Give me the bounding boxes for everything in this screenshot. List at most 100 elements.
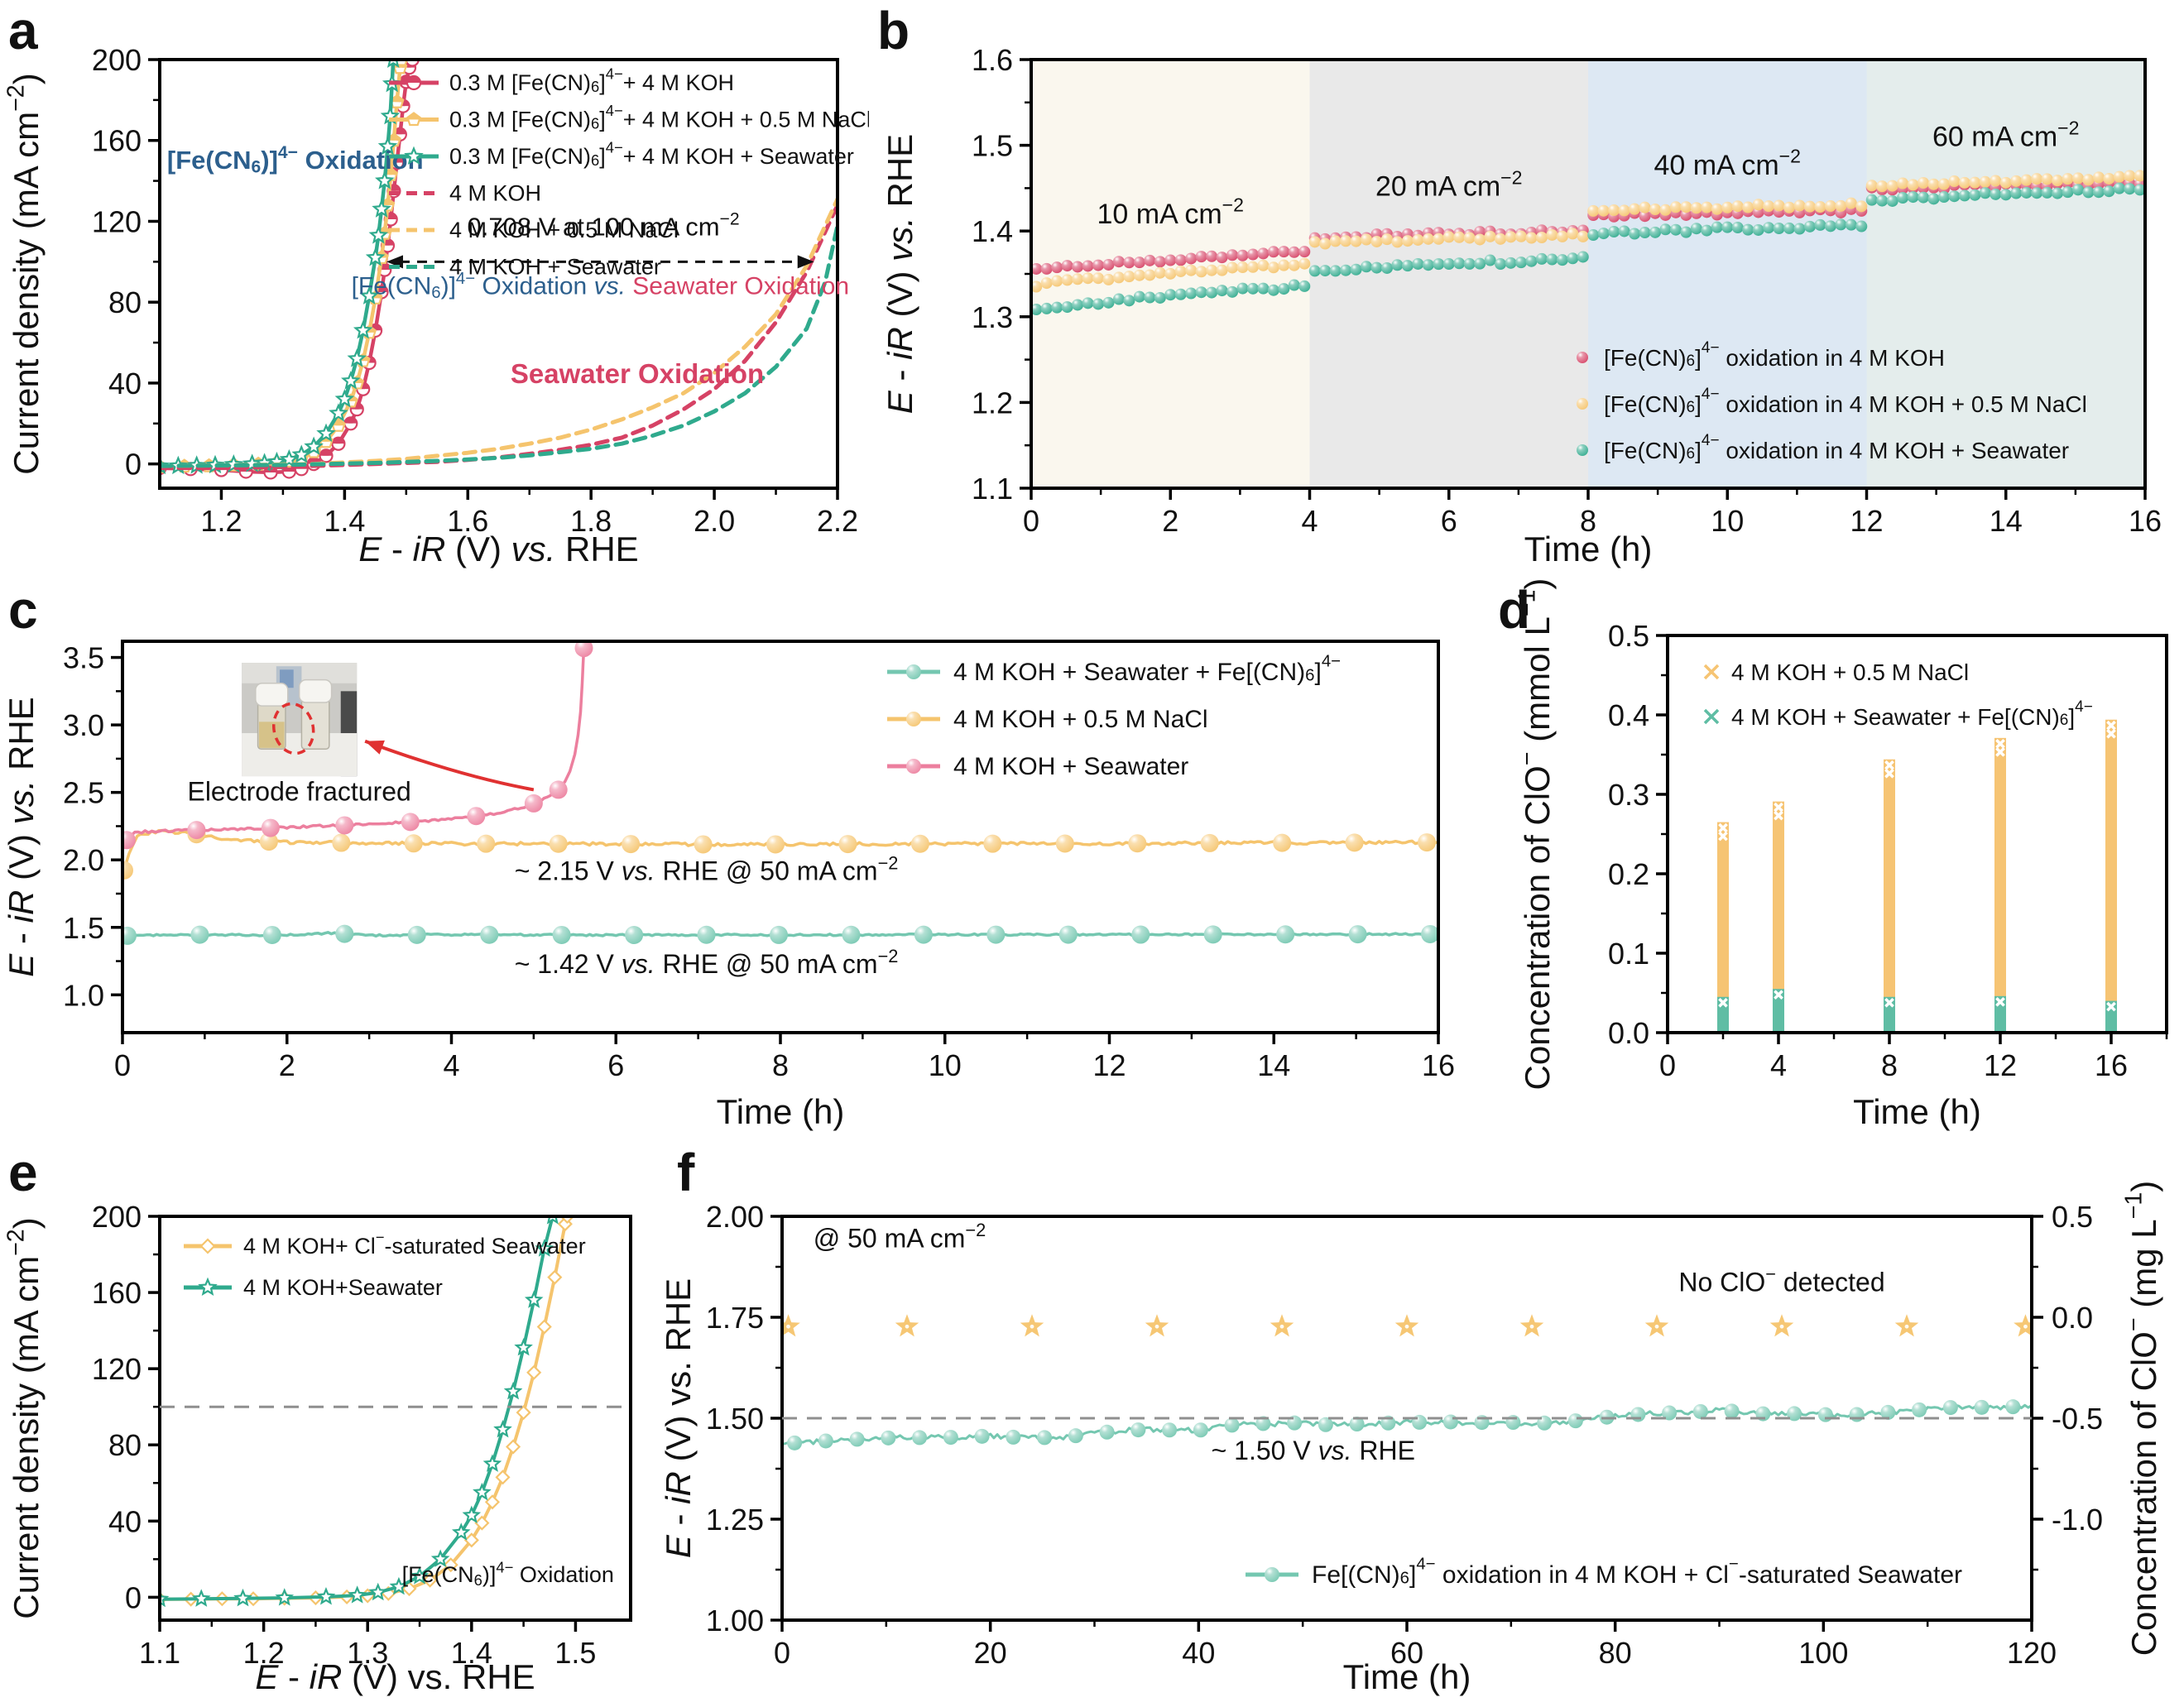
svg-text:120: 120	[92, 1352, 142, 1386]
panel-label-e: e	[8, 1143, 38, 1202]
svg-text:1.8: 1.8	[570, 504, 612, 538]
panel-label-f: f	[677, 1143, 695, 1202]
svg-text:0.5: 0.5	[2052, 1200, 2093, 1234]
legend: 4 M KOH+ Cl−-saturated Seawater 4 M KOH+S…	[184, 1228, 586, 1300]
svg-text:4 M KOH + Seawater + Fe[(CN)6]: 4 M KOH + Seawater + Fe[(CN)6]4−	[1731, 698, 2093, 730]
svg-text:10: 10	[1711, 504, 1744, 538]
svg-text:200: 200	[92, 43, 142, 77]
svg-text:[Fe(CN)6]4− oxidation in 4 M K: [Fe(CN)6]4− oxidation in 4 M KOH + Seawa…	[1604, 432, 2069, 463]
svg-text:[Fe(CN)6]4− oxidation in 4 M K: [Fe(CN)6]4− oxidation in 4 M KOH	[1604, 339, 1945, 371]
svg-text:Time (h): Time (h)	[1343, 1657, 1471, 1696]
panel-d-clo-concentration-bars: d 0 4 8 12 16 Time (h) 0.0 0.1 0.2 0.3 0.4 0.5 Conce…	[1490, 579, 2184, 1142]
series-st-koh-seawater-fecn	[122, 924, 1438, 945]
x-axis: 0 4 8 12 16 Time (h)	[1659, 1033, 2168, 1131]
svg-text:[Fe(CN6)]4− Oxidation: [Fe(CN6)]4− Oxidation	[167, 143, 424, 177]
y-axis: 0 40 80 120 160 200 Current density (mA cm−2)	[2, 43, 160, 481]
svg-text:4 M KOH + 0.5 M NaCl: 4 M KOH + 0.5 M NaCl	[953, 706, 1208, 733]
x-axis: 0 20 40 60 80 100 120 Time (h)	[774, 1620, 2057, 1696]
svg-text:No ClO− detected: No ClO− detected	[1678, 1263, 1884, 1297]
svg-text:8: 8	[772, 1048, 789, 1082]
svg-text:0.1: 0.1	[1608, 937, 1649, 971]
svg-text:0.5: 0.5	[1608, 619, 1649, 653]
svg-text:40 mA cm−2: 40 mA cm−2	[1654, 146, 1801, 181]
svg-text:1.0: 1.0	[63, 978, 104, 1012]
annotations: @ 50 mA cm−2 No ClO− detected ~ 1.50 V vs.…	[782, 1220, 2032, 1465]
svg-text:[Fe(CN6)]4− Oxidation vs. Seaw: [Fe(CN6)]4− Oxidation vs. Seawater Oxida…	[352, 270, 850, 302]
y-axis: 1.0 1.5 2.0 2.5 3.0 3.5 E - iR (V) vs. RHE	[2, 640, 122, 1012]
svg-text:1.5: 1.5	[972, 128, 1013, 162]
svg-text:1.3: 1.3	[347, 1636, 388, 1670]
svg-text:Fe[(CN)6]4− oxidation in 4 M K: Fe[(CN)6]4− oxidation in 4 M KOH + Cl−-s…	[1312, 1555, 1962, 1588]
annotations: Electrode fractured ~ 2.15 V vs. RHE @ 50…	[187, 663, 898, 979]
svg-text:0: 0	[125, 1580, 142, 1614]
svg-text:2.0: 2.0	[63, 843, 104, 877]
svg-text:0.2: 0.2	[1608, 857, 1649, 891]
svg-text:12: 12	[1850, 504, 1883, 538]
series-cp-koh-nacl	[1031, 170, 2145, 293]
svg-text:1.75: 1.75	[706, 1301, 764, 1335]
svg-text:2.0: 2.0	[694, 504, 735, 538]
panel-e-lsv-cl-saturated: e 1.1 1.2 1.3 1.4 1.5 E - iR (V) vs. RHE 0 40 80…	[0, 1142, 662, 1707]
svg-text:60 mA cm−2: 60 mA cm−2	[1932, 117, 2080, 152]
svg-text:E - iR (V) vs. RHE: E - iR (V) vs. RHE	[881, 134, 919, 414]
svg-text:1.2: 1.2	[200, 504, 242, 538]
legend: [Fe(CN)6]4− oxidation in 4 M KOH [Fe(CN)6…	[1577, 339, 2087, 463]
panel-label-b: b	[877, 1, 910, 60]
series-lsv-koh	[160, 203, 838, 471]
panel-label-c: c	[8, 580, 38, 640]
svg-text:Time (h): Time (h)	[717, 1092, 845, 1131]
series-lsv-fecn-koh-nacl	[160, 58, 409, 473]
svg-text:0.3 M [Fe(CN)6]4−+ 4 M KOH + 0: 0.3 M [Fe(CN)6]4−+ 4 M KOH + 0.5 M NaCl	[449, 102, 869, 132]
y-axis: 1.00 1.25 1.50 1.75 2.00 E - iR (V) vs. RHE	[662, 1200, 782, 1637]
svg-text:2.00: 2.00	[706, 1200, 764, 1234]
svg-text:12: 12	[1984, 1048, 2017, 1082]
svg-text:12: 12	[1092, 1048, 1126, 1082]
svg-text:120: 120	[2007, 1636, 2057, 1670]
x-axis: 1.1 1.2 1.3 1.4 1.5 E - iR (V) vs. RHE	[139, 1620, 596, 1696]
svg-text:4: 4	[1770, 1048, 1787, 1082]
svg-text:2.5: 2.5	[63, 775, 104, 809]
y-axis: 0.0 0.1 0.2 0.3 0.4 0.5 Concentration of ClO− …	[1514, 579, 1668, 1090]
x-axis: 1.2 1.4 1.6 1.8 2.0 2.2 E - iR (V) vs. RHE	[200, 488, 858, 568]
chart-b: 0 2 4 6 8 10 12 14 16 Time (h) 1.1 1.2 1.3 1.4 1.5 1.6 E…	[881, 43, 2162, 569]
svg-text:1.4: 1.4	[324, 504, 365, 538]
svg-text:4 M KOH + Seawater: 4 M KOH + Seawater	[449, 255, 661, 280]
series-lsv-seawater	[160, 1215, 561, 1608]
svg-text:80: 80	[1599, 1636, 1632, 1670]
svg-text:2: 2	[1162, 504, 1178, 538]
svg-text:0.0: 0.0	[1608, 1016, 1649, 1050]
svg-text:-0.5: -0.5	[2052, 1402, 2103, 1436]
svg-text:200: 200	[92, 1200, 142, 1234]
chart-a: 1.2 1.4 1.6 1.8 2.0 2.2 E - iR (V) vs. RHE 0 40 8…	[2, 43, 869, 569]
svg-text:1.00: 1.00	[706, 1604, 764, 1637]
svg-text:1.5: 1.5	[554, 1636, 596, 1670]
svg-text:1.1: 1.1	[972, 472, 1013, 506]
series-lsv-koh-seawater	[160, 223, 838, 468]
svg-text:6: 6	[1441, 504, 1457, 538]
chart-c: 0 2 4 6 8 10 12 14 16 Time (h) 1.0 1.5 2.0 2.5 3.0 3.5 E…	[2, 640, 1455, 1131]
svg-text:8: 8	[1881, 1048, 1898, 1082]
plot-frame	[158, 1215, 632, 1622]
panel-f-long-term-stability: f 0 20 40 60 80 100 120 Time (h) 1.00 1.25 1.50 1.7…	[662, 1142, 2184, 1707]
svg-text:1.6: 1.6	[972, 43, 1013, 77]
svg-text:16: 16	[2129, 504, 2162, 538]
svg-text:160: 160	[92, 1276, 142, 1310]
svg-text:160: 160	[92, 123, 142, 157]
svg-text:0.3: 0.3	[1608, 778, 1649, 812]
series-st-koh-seawater	[122, 640, 593, 850]
svg-text:1.3: 1.3	[972, 300, 1013, 333]
series-cp-koh-seawater	[1031, 182, 2145, 316]
svg-text:@ 50 mA cm−2: @ 50 mA cm−2	[814, 1220, 986, 1253]
svg-text:Seawater Oxidation: Seawater Oxidation	[511, 358, 764, 389]
svg-text:[Fe(CN6)]4− Oxidation: [Fe(CN6)]4− Oxidation	[402, 1559, 614, 1589]
svg-text:0.708 V at 100 mA cm−2: 0.708 V at 100 mA cm−2	[468, 210, 740, 242]
svg-text:4 M KOH+Seawater: 4 M KOH+Seawater	[243, 1275, 443, 1300]
chart-d: 0 4 8 12 16 Time (h) 0.0 0.1 0.2 0.3 0.4 0.5 Concent…	[1514, 579, 2168, 1131]
legend: 4 M KOH + 0.5 M NaCl 4 M KOH + Seawater +…	[1703, 659, 2093, 730]
y2-axis: 0.5 0.0 -0.5 -1.0 Concentration of ClO− (mg …	[2032, 1181, 2163, 1657]
svg-text:0: 0	[1023, 504, 1039, 538]
y-axis: 1.1 1.2 1.3 1.4 1.5 1.6 E - iR (V) vs. RHE	[881, 43, 1031, 506]
svg-text:14: 14	[1257, 1048, 1290, 1082]
electrode-photo-inset	[242, 663, 358, 777]
svg-text:Concentration of ClO− (mg L−1): Concentration of ClO− (mg L−1)	[2120, 1181, 2163, 1657]
